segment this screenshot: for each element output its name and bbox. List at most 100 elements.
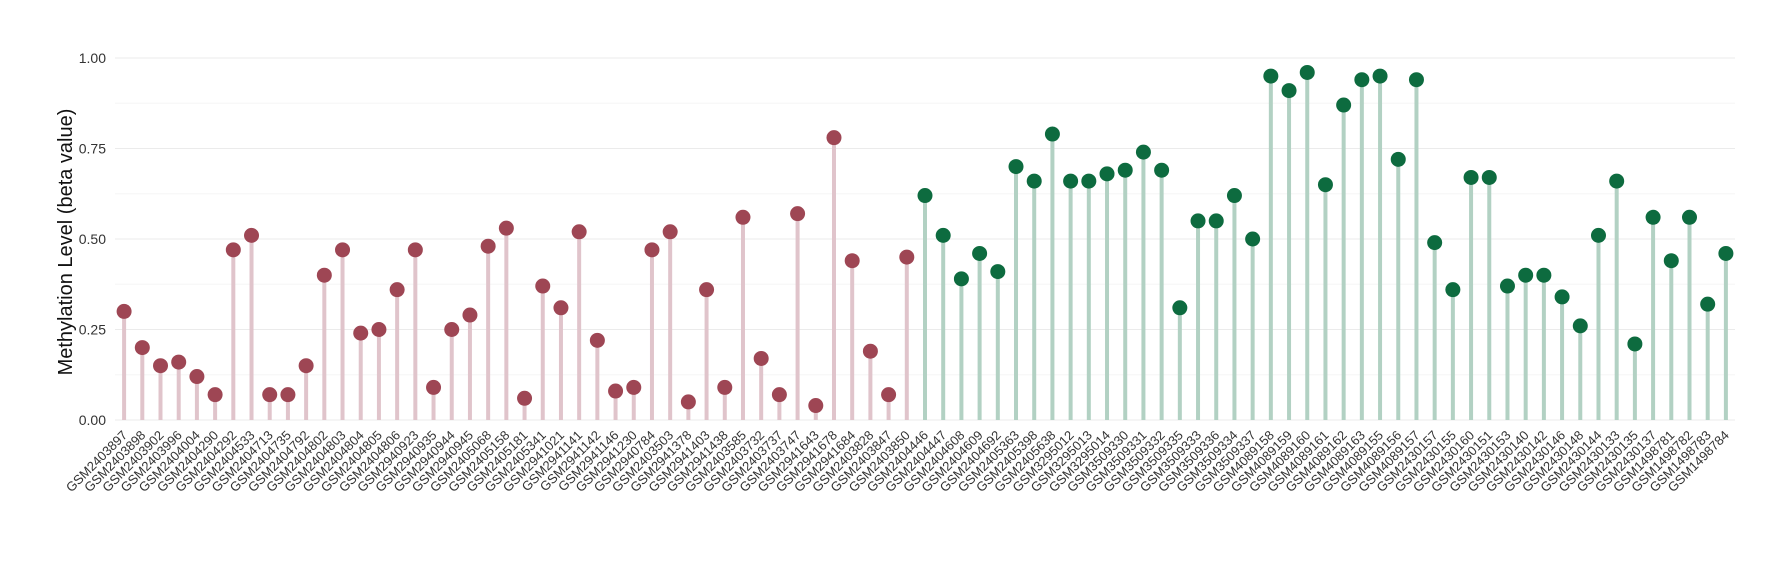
- lollipop-point: [1700, 296, 1716, 312]
- lollipop-point: [262, 387, 278, 403]
- lollipop-point: [225, 242, 241, 258]
- lollipop-point: [1245, 231, 1261, 247]
- lollipop-point: [1499, 278, 1515, 294]
- lollipop-point: [389, 282, 405, 298]
- lollipop-point: [189, 369, 205, 385]
- lollipop-point: [335, 242, 351, 258]
- lollipop-point: [1590, 227, 1606, 243]
- lollipop-point: [480, 238, 496, 254]
- lollipop-point: [1226, 188, 1242, 204]
- lollipop-point: [426, 379, 442, 395]
- lollipop-point: [953, 271, 969, 287]
- lollipop-point: [1408, 72, 1424, 88]
- lollipop-point: [862, 343, 878, 359]
- lollipop-point: [1336, 97, 1352, 113]
- lollipop-point: [790, 206, 806, 222]
- lollipop-point: [1154, 162, 1170, 178]
- lollipop-point: [1663, 253, 1679, 269]
- lollipop-point: [1026, 173, 1042, 189]
- lollipop-point: [353, 325, 369, 341]
- lollipop-point: [1208, 213, 1224, 229]
- lollipop-point: [1317, 177, 1333, 193]
- lollipop-point: [116, 303, 132, 319]
- lollipop-stems: [122, 72, 1728, 420]
- lollipop-point: [153, 358, 169, 374]
- y-axis: 0.00 0.25 0.50 0.75 1.00: [79, 50, 106, 428]
- lollipop-point: [1518, 267, 1534, 283]
- lollipop-point: [1572, 318, 1588, 334]
- lollipop-point: [553, 300, 569, 316]
- lollipop-point: [1172, 300, 1188, 316]
- y-tick-label: 1.00: [79, 50, 106, 66]
- lollipop-point: [444, 322, 460, 337]
- lollipop-point: [1263, 68, 1279, 84]
- lollipop-point: [1681, 209, 1697, 225]
- lollipop-point: [207, 387, 223, 403]
- lollipop-point: [1554, 289, 1570, 305]
- lollipop-point: [1281, 83, 1297, 99]
- lollipop-point: [1099, 166, 1115, 182]
- lollipop-point: [1372, 68, 1388, 84]
- lollipop-point: [171, 354, 187, 370]
- lollipop-point: [1481, 169, 1497, 185]
- lollipop-point: [1718, 245, 1734, 261]
- lollipop-point: [244, 227, 260, 243]
- lollipop-point: [1463, 169, 1479, 185]
- lollipop-point: [1354, 72, 1370, 88]
- lollipop-point: [407, 242, 423, 258]
- lollipop-point: [1627, 336, 1643, 352]
- lollipop-point: [662, 224, 678, 240]
- lollipop-point: [517, 390, 533, 406]
- y-axis-label: Methylation Level (beta value): [55, 109, 77, 376]
- lollipop-point: [571, 224, 587, 240]
- lollipop-point: [844, 253, 860, 269]
- y-tick-label: 0.00: [79, 412, 106, 428]
- lollipop-point: [1299, 64, 1315, 80]
- lollipop-point: [644, 242, 660, 258]
- lollipop-point: [298, 358, 314, 374]
- lollipop-point: [1135, 144, 1151, 160]
- lollipop-point: [881, 387, 897, 403]
- y-tick-label: 0.75: [79, 141, 106, 157]
- y-tick-label: 0.25: [79, 322, 106, 338]
- lollipop-point: [808, 398, 824, 414]
- lollipop-point: [717, 379, 733, 395]
- lollipop-point: [1645, 209, 1661, 225]
- lollipop-point: [899, 249, 915, 265]
- lollipop-point: [608, 383, 624, 399]
- lollipop-point: [462, 307, 478, 323]
- lollipop-point: [1190, 213, 1206, 229]
- lollipop-point: [371, 322, 387, 337]
- lollipop-point: [1081, 173, 1097, 189]
- lollipop-point: [589, 332, 605, 348]
- lollipop-point: [1117, 162, 1133, 178]
- lollipop-point: [280, 387, 296, 403]
- lollipop-point: [1044, 126, 1060, 142]
- lollipop-point: [1008, 159, 1024, 175]
- lollipop-points: [116, 64, 1734, 414]
- lollipop-point: [498, 220, 514, 236]
- lollipop-point: [990, 264, 1006, 280]
- lollipop-point: [1536, 267, 1552, 283]
- lollipop-point: [735, 209, 751, 225]
- lollipop-point: [1390, 151, 1406, 167]
- lollipop-point: [680, 394, 696, 410]
- lollipop-point: [699, 282, 715, 298]
- lollipop-point: [134, 340, 150, 356]
- lollipop-point: [826, 130, 842, 146]
- y-tick-label: 0.50: [79, 231, 106, 247]
- lollipop-point: [316, 267, 332, 283]
- lollipop-point: [771, 387, 787, 403]
- x-axis: GSM2403897GSM2403898GSM2403902GSM2403996…: [63, 428, 1732, 495]
- lollipop-point: [1609, 173, 1625, 189]
- lollipop-point: [935, 227, 951, 243]
- lollipop-point: [535, 278, 551, 294]
- lollipop-point: [917, 188, 933, 204]
- lollipop-point: [626, 379, 642, 395]
- lollipop-point: [1427, 235, 1443, 251]
- lollipop-point: [753, 350, 769, 366]
- lollipop-point: [1445, 282, 1461, 298]
- lollipop-point: [972, 245, 988, 261]
- lollipop-point: [1063, 173, 1079, 189]
